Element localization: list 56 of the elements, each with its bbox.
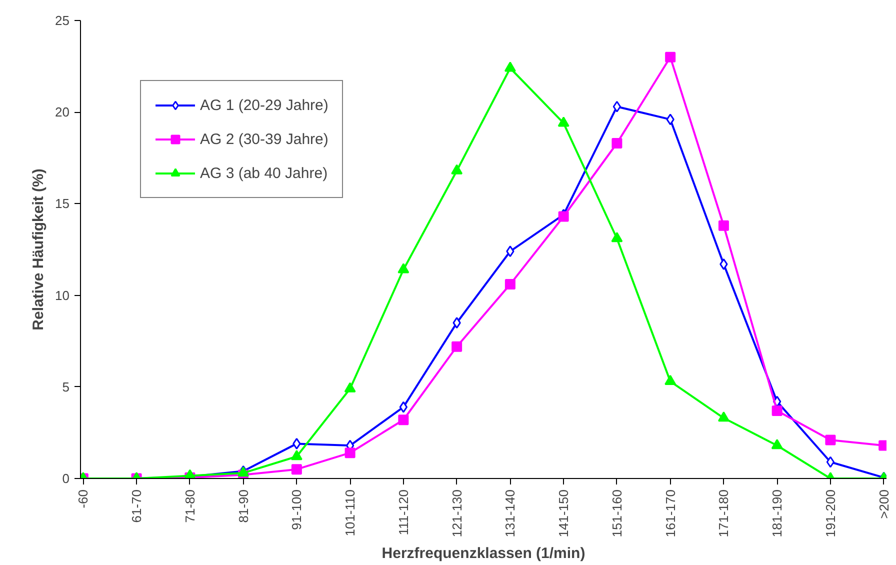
point (718, 412, 730, 422)
y-tick-label: 0 (62, 471, 70, 486)
point (772, 405, 782, 416)
point (290, 450, 302, 460)
point (718, 220, 729, 231)
point (504, 62, 516, 72)
x-tick-label: 91-100 (289, 489, 304, 530)
point (399, 401, 408, 413)
point (558, 211, 569, 222)
x-tick-label: 181-190 (770, 489, 785, 538)
x-axis-title: Herzfrequenzklassen (1/min) (382, 545, 586, 562)
legend-label: AG 1 (20-29 Jahre) (200, 96, 328, 114)
point (398, 414, 409, 426)
point (506, 246, 514, 258)
point (825, 434, 836, 446)
x-tick-label: >200 (876, 489, 892, 519)
point (612, 100, 622, 112)
point (452, 317, 461, 329)
point (451, 164, 463, 174)
x-tick-label: 151-160 (609, 489, 624, 538)
point (666, 114, 674, 126)
x-tick-label: 141-150 (556, 489, 572, 538)
x-tick-label: 71-80 (182, 490, 198, 523)
point (344, 448, 356, 458)
x-tick-label: 121-130 (449, 489, 464, 538)
point (612, 138, 622, 148)
x-tick-label: 81-90 (236, 490, 251, 523)
x-tick-label: 191-200 (822, 489, 838, 538)
point (664, 374, 676, 386)
point (558, 116, 570, 127)
point (344, 382, 356, 392)
y-tick-label: 15 (55, 196, 70, 212)
point (611, 232, 623, 242)
x-tick-label: 171-180 (716, 489, 732, 538)
point (291, 464, 302, 475)
point (665, 52, 676, 62)
point (452, 341, 462, 352)
point (398, 263, 410, 274)
y-tick-label: 25 (55, 13, 70, 28)
x-tick-label: -60 (76, 489, 91, 508)
x-tick-label: 161-170 (662, 489, 678, 538)
x-tick-label: 61-70 (129, 490, 144, 523)
legend-label: AG 3 (ab 40 Jahre) (200, 164, 328, 182)
y-tick-label: 20 (55, 104, 70, 120)
point (771, 439, 783, 450)
point (292, 438, 301, 450)
x-tick-label: 111-120 (396, 490, 411, 536)
x-tick-label: 131-140 (502, 489, 518, 538)
point (504, 279, 516, 290)
legend-label: AG 2 (30-39 Jahre) (200, 130, 328, 148)
point (720, 258, 728, 270)
y-axis-title: Relative Häufigkeit (%) (30, 168, 48, 330)
y-tick-label: 5 (62, 379, 70, 394)
y-tick-label: 10 (55, 288, 70, 303)
point (826, 456, 835, 468)
x-tick-label: 101-110 (342, 489, 358, 536)
